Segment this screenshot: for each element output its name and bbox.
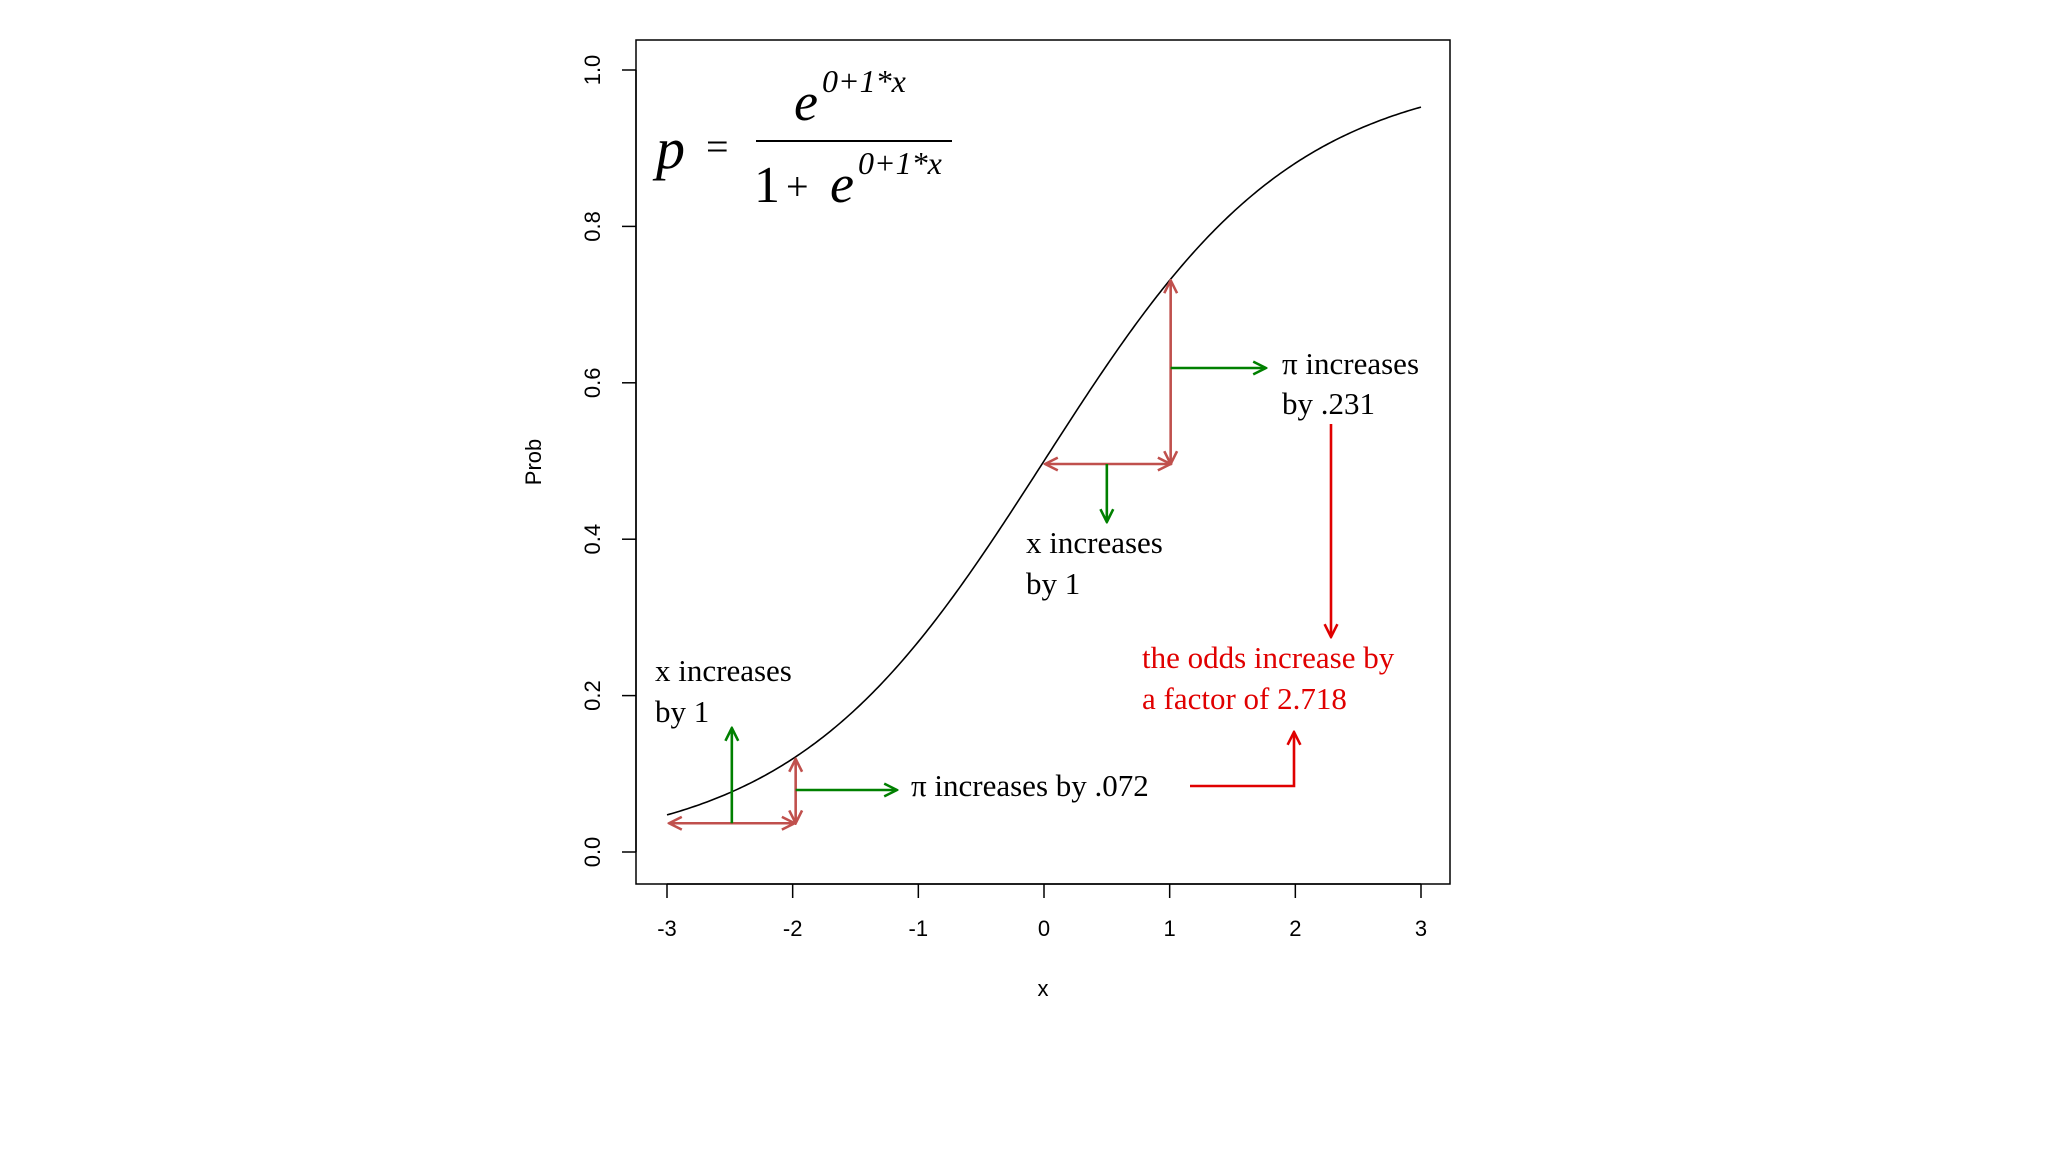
odds-label-line2: a factor of 2.718 — [1142, 681, 1347, 716]
odds-label-line1: the odds increase by — [1142, 640, 1395, 675]
right-pi-label-line2: by .231 — [1282, 386, 1375, 421]
left-x-label-line2: by 1 — [655, 694, 709, 729]
x-tick-label: -3 — [657, 916, 677, 941]
x-tick-label: 1 — [1164, 916, 1176, 941]
left-pi-label: π increases by .072 — [911, 768, 1149, 803]
x-tick-label: -1 — [909, 916, 929, 941]
x-axis: -3 -2 -1 0 1 2 3 — [657, 883, 1427, 941]
y-axis: 0.0 0.2 0.4 0.6 0.8 1.0 — [580, 55, 637, 868]
formula-equals: = — [706, 124, 729, 169]
y-tick-label: 1.0 — [580, 55, 605, 86]
formula-denominator-base: e — [830, 154, 854, 214]
formula-denominator-one: 1 — [754, 157, 780, 214]
x-tick-label: 3 — [1415, 916, 1427, 941]
y-tick-label: 0.2 — [580, 680, 605, 711]
x-tick-label: 2 — [1289, 916, 1301, 941]
x-axis-title: x — [1038, 976, 1049, 1001]
mid-x-label-line2: by 1 — [1026, 566, 1080, 601]
annotation-arrows — [669, 280, 1331, 823]
y-tick-label: 0.4 — [580, 524, 605, 555]
x-tick-label: -2 — [783, 916, 803, 941]
formula-denominator-exponent: 0+1*x — [858, 145, 942, 181]
formula: p = e 0+1*x 1 + e 0+1*x — [652, 63, 952, 214]
x-tick-label: 0 — [1038, 916, 1050, 941]
mid-x-label-line1: x increases — [1026, 525, 1163, 560]
formula-denominator-plus: + — [786, 164, 809, 209]
y-tick-label: 0.8 — [580, 211, 605, 242]
y-tick-label: 0.6 — [580, 368, 605, 399]
odds-up-arrow — [1190, 732, 1294, 788]
right-pi-label-line1: π increases — [1282, 346, 1419, 381]
formula-numerator-exponent: 0+1*x — [822, 63, 906, 99]
annotations: x increases by 1 π increases by .072 x i… — [655, 346, 1419, 803]
y-axis-title: Prob — [521, 439, 546, 485]
y-tick-label: 0.0 — [580, 837, 605, 868]
formula-numerator-base: e — [794, 72, 818, 132]
formula-lhs: p — [652, 116, 685, 181]
left-x-label-line1: x increases — [655, 653, 792, 688]
